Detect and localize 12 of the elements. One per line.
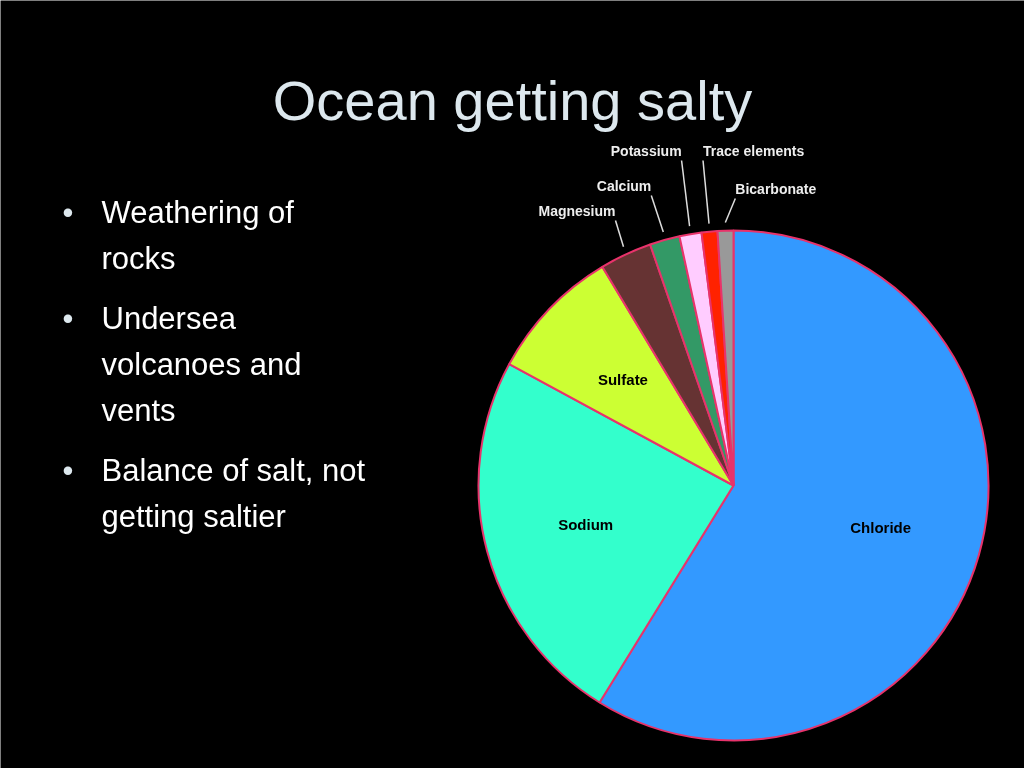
text: • Undersea volcanoes and vents <box>62 301 302 428</box>
slice-label: Chloride <box>850 518 912 536</box>
slice-label: Trace elements <box>703 142 805 159</box>
slice-label: Potassium <box>610 142 682 159</box>
slice-label: Bicarbonate <box>735 180 817 197</box>
chart-title: Ocean getting salty <box>272 69 753 132</box>
slice-label: Magnesium <box>538 202 616 219</box>
slice-label: Sulfate <box>597 371 648 389</box>
slice-label: Calcium <box>596 177 652 194</box>
slice-label: Sodium <box>558 516 614 534</box>
text: • Weathering of rocks <box>62 195 295 276</box>
text: • Balance of salt, not getting saltier <box>62 453 366 534</box>
